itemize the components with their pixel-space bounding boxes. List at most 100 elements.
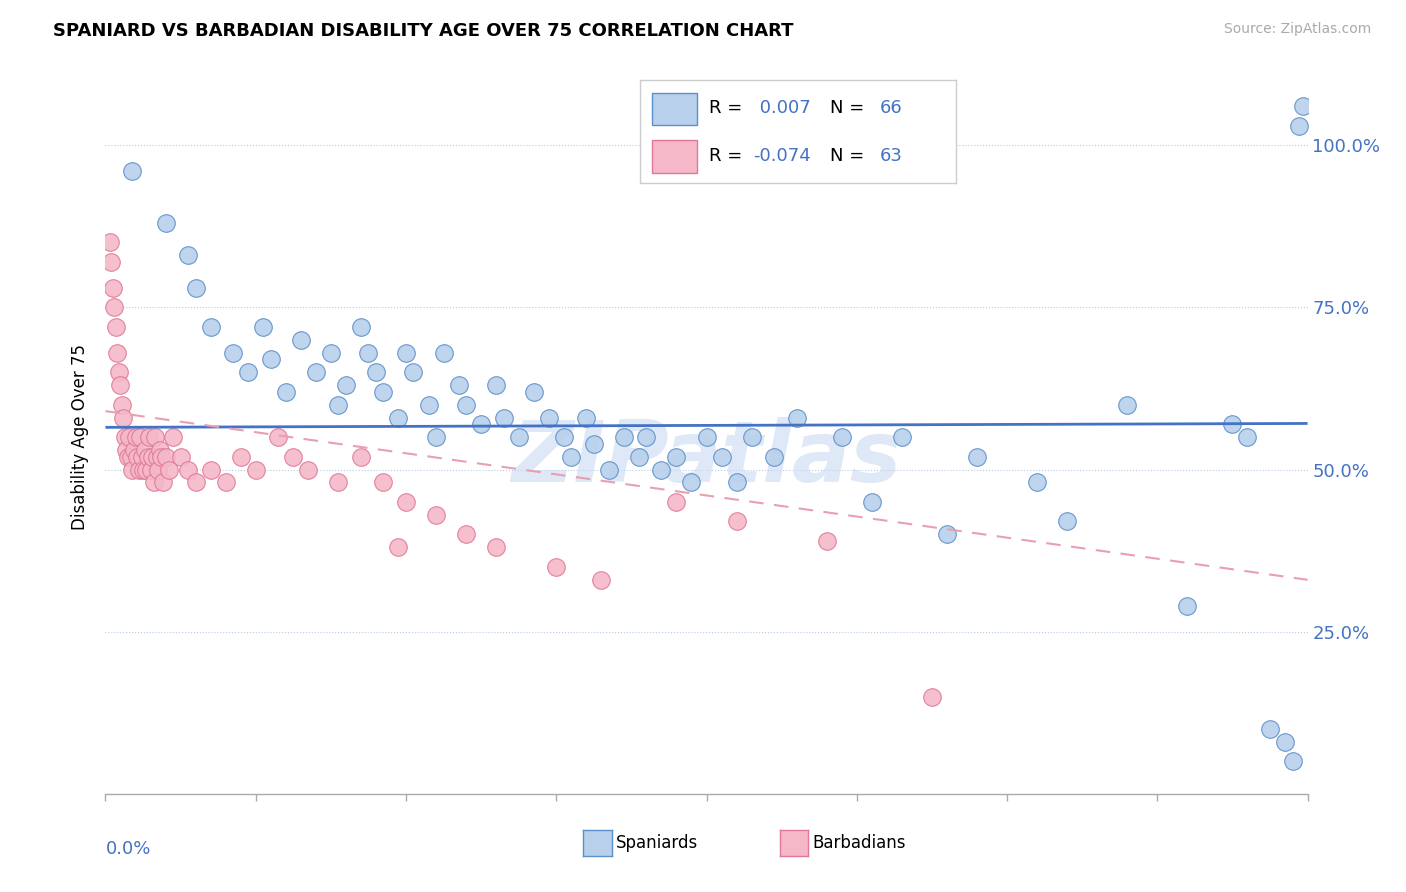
Point [135, 462, 157, 476]
Point [725, 515, 748, 529]
Point [335, 378, 357, 392]
Text: -0.074: -0.074 [754, 147, 811, 165]
Point [129, 430, 152, 444]
Point [936, 527, 959, 541]
Point [447, 378, 470, 392]
Text: N =: N = [830, 147, 869, 165]
Point [350, 319, 373, 334]
Point [786, 410, 808, 425]
Point [681, 475, 703, 490]
Point [1056, 515, 1078, 529]
Point [155, 216, 177, 230]
Point [328, 475, 350, 490]
Point [373, 475, 395, 490]
Point [575, 410, 598, 425]
Text: R =: R = [710, 147, 748, 165]
Point [110, 378, 132, 392]
Point [1274, 735, 1296, 749]
Point [134, 443, 156, 458]
Point [1175, 599, 1198, 613]
Point [121, 462, 143, 476]
Point [101, 281, 124, 295]
Point [274, 384, 297, 399]
Point [492, 410, 515, 425]
Point [1288, 119, 1310, 133]
Point [150, 450, 173, 464]
Point [650, 462, 672, 476]
Point [537, 410, 560, 425]
Point [395, 345, 418, 359]
Point [1258, 722, 1281, 736]
Point [200, 462, 222, 476]
Point [1222, 417, 1244, 431]
Text: N =: N = [830, 100, 869, 118]
Point [741, 430, 763, 444]
Point [145, 450, 167, 464]
Point [591, 573, 613, 587]
Point [120, 450, 142, 464]
Text: Barbadians: Barbadians [813, 834, 907, 852]
Point [454, 527, 477, 541]
Point [665, 495, 688, 509]
Point [200, 319, 222, 334]
Point [1292, 99, 1315, 113]
Point [283, 450, 305, 464]
Point [1026, 475, 1049, 490]
Point [560, 450, 582, 464]
Point [627, 450, 650, 464]
Point [665, 450, 688, 464]
Point [112, 410, 135, 425]
Point [121, 164, 143, 178]
Text: ZIPatlas: ZIPatlas [512, 417, 901, 500]
Point [139, 462, 162, 476]
Point [143, 430, 166, 444]
Point [138, 430, 160, 444]
Point [763, 450, 786, 464]
Point [136, 450, 159, 464]
Point [921, 690, 943, 704]
Point [260, 352, 283, 367]
Bar [652, 93, 697, 126]
Point [387, 541, 409, 555]
Point [485, 378, 508, 392]
Point [485, 541, 508, 555]
Point [395, 495, 418, 509]
Point [725, 475, 748, 490]
Text: SPANIARD VS BARBADIAN DISABILITY AGE OVER 75 CORRELATION CHART: SPANIARD VS BARBADIAN DISABILITY AGE OVE… [53, 22, 794, 40]
Point [454, 398, 477, 412]
Point [402, 365, 425, 379]
Point [118, 430, 141, 444]
Point [636, 430, 658, 444]
Point [508, 430, 530, 444]
Y-axis label: Disability Age Over 75: Disability Age Over 75 [72, 344, 90, 530]
Point [319, 345, 342, 359]
Point [162, 430, 184, 444]
Text: Source: ZipAtlas.com: Source: ZipAtlas.com [1223, 22, 1371, 37]
Point [387, 410, 409, 425]
Point [373, 384, 395, 399]
Point [117, 450, 139, 464]
Point [470, 417, 492, 431]
Point [131, 450, 153, 464]
Point [115, 443, 138, 458]
Point [860, 495, 883, 509]
Point [132, 462, 155, 476]
Point [184, 475, 207, 490]
Point [328, 398, 350, 412]
Point [425, 508, 447, 522]
Point [98, 235, 121, 250]
Point [222, 345, 245, 359]
Point [146, 462, 169, 476]
Point [1116, 398, 1139, 412]
Point [124, 430, 146, 444]
Point [142, 475, 165, 490]
Point [245, 462, 267, 476]
Point [100, 255, 122, 269]
Point [432, 345, 454, 359]
Point [290, 333, 312, 347]
Point [169, 450, 191, 464]
Point [613, 430, 636, 444]
Point [148, 443, 170, 458]
Point [425, 430, 447, 444]
Point [125, 450, 148, 464]
